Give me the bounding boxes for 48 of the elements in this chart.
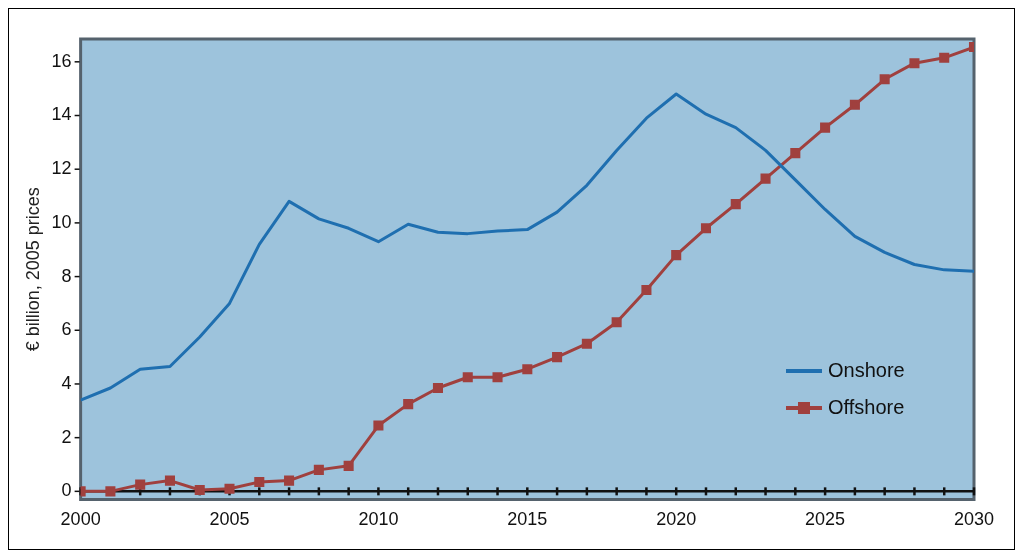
point <box>194 484 205 496</box>
x-tick-label: 2010 <box>358 509 399 530</box>
y-tick-label: 2 <box>61 426 72 447</box>
y-tick-label: 16 <box>51 50 72 71</box>
x-tick-label: 2030 <box>953 509 995 530</box>
x-tick-label: 2005 <box>209 509 250 530</box>
x-tick-label: 2015 <box>507 509 548 530</box>
point <box>611 317 622 328</box>
point <box>700 223 712 234</box>
point <box>343 460 354 471</box>
point <box>522 364 533 375</box>
point <box>730 199 741 210</box>
point <box>879 74 890 85</box>
x-tick-label: 2025 <box>805 509 846 530</box>
point <box>105 486 116 497</box>
legend-label: Onshore <box>828 359 905 383</box>
point <box>373 420 384 431</box>
point <box>641 284 652 296</box>
point <box>671 250 682 261</box>
point <box>284 475 295 486</box>
point <box>939 52 950 63</box>
legend-label: Offshore <box>828 396 905 420</box>
point <box>224 483 235 494</box>
x-tick-label: 2000 <box>60 509 101 530</box>
y-tick-label: 14 <box>51 104 72 125</box>
point <box>492 372 503 383</box>
point <box>313 464 324 475</box>
y-tick-label: 0 <box>61 480 72 501</box>
point <box>164 475 175 486</box>
point <box>552 352 563 363</box>
point <box>849 99 860 110</box>
point <box>820 122 831 133</box>
point <box>432 382 444 394</box>
y-tick-label: 12 <box>51 158 72 179</box>
y-tick-label: 8 <box>61 265 72 286</box>
y-tick-label: 6 <box>61 319 72 340</box>
point <box>760 173 771 184</box>
point <box>581 338 592 349</box>
point <box>254 476 265 487</box>
y-tick-label: 4 <box>61 372 72 393</box>
point <box>135 479 146 490</box>
y-tick-label: 10 <box>51 211 72 232</box>
point <box>403 399 414 410</box>
y-axis-title: € billion, 2005 prices <box>22 187 43 352</box>
point <box>790 148 801 159</box>
point <box>909 58 920 69</box>
point <box>462 372 473 383</box>
x-tick-label: 2020 <box>656 509 697 530</box>
